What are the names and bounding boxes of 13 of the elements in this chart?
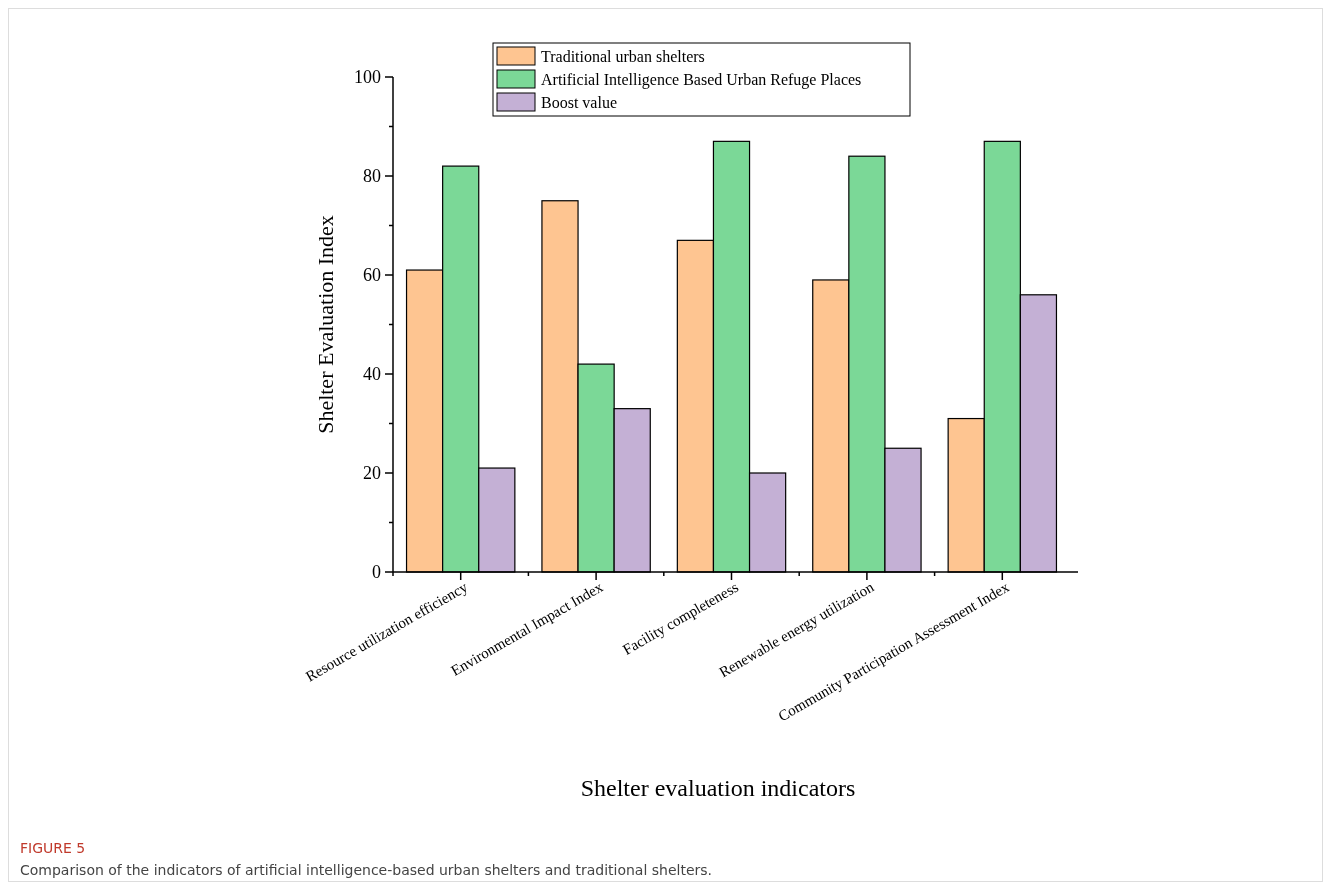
y-axis-title: Shelter Evaluation Index [313, 215, 338, 434]
y-tick-label: 100 [354, 67, 381, 88]
text: Comparison of the indicators of artificial intelligence-based urban shelters and traditional shelters. [20, 862, 713, 878]
text: FIGURE 5 [20, 840, 86, 856]
x-axis-title: Shelter evaluation indicators [580, 775, 856, 801]
y-tick-label: 0 [372, 562, 381, 583]
legend-label: Boost value [541, 93, 617, 111]
y-tick-label: 20 [363, 463, 381, 484]
legend-label: Artificial Intelligence Based Urban Refuge Places [541, 70, 862, 89]
y-tick-label: 60 [363, 265, 381, 286]
y-tick-label: 40 [363, 364, 381, 385]
legend-label: Traditional urban shelters [541, 47, 705, 65]
y-tick-label: 80 [363, 166, 381, 187]
